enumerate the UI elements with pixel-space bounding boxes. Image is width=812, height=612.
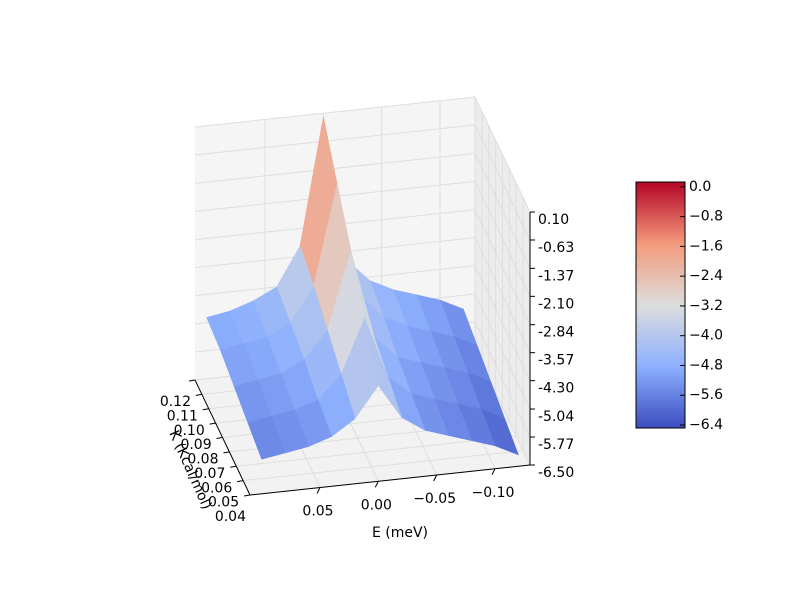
grid-line: [236, 435, 517, 467]
grid-line: [474, 181, 531, 297]
y-tick: [230, 465, 237, 468]
grid-line: [474, 153, 531, 269]
colorbar-tick-label: −6.4: [689, 417, 723, 433]
grid-line: [474, 321, 531, 438]
y-tick: [188, 379, 196, 382]
grid-line: [194, 124, 476, 156]
x-axis-label: E (meV): [372, 525, 428, 541]
colorbar-tick-label: −3.2: [689, 298, 723, 314]
y-tick-label: 0.04: [215, 509, 246, 525]
x-tick: [374, 481, 379, 488]
grid-line: [474, 293, 531, 410]
y-tick-label: 0.10: [174, 423, 205, 439]
y-tick: [216, 437, 223, 439]
y-tick-label: 0.05: [208, 495, 239, 511]
z-tick-label: -5.77: [538, 437, 574, 453]
y-tick: [223, 451, 230, 454]
grid-line: [243, 450, 524, 482]
colorbar-tick-label: −0.8: [689, 209, 723, 225]
colorbar-tick-label: −4.0: [689, 328, 723, 344]
colorbar-tick-label: −2.4: [689, 268, 723, 284]
x-tick: [491, 468, 496, 475]
surface-patch: [247, 416, 286, 460]
colorbar-tick-label: 0.0: [689, 179, 711, 195]
grid-line: [474, 96, 531, 213]
colorbar-tick-label: −4.8: [689, 357, 723, 373]
y-tick: [243, 494, 251, 497]
grid-line: [474, 265, 531, 381]
axis-line: [249, 464, 531, 496]
z-tick-label: -3.57: [538, 353, 574, 369]
x-tick: [433, 474, 438, 482]
grid-line: [474, 209, 531, 325]
y-tick: [237, 480, 244, 483]
grid-line: [194, 96, 476, 128]
x-tick-label: −0.05: [413, 491, 456, 507]
y-tick: [202, 408, 209, 411]
x-tick-label: 0.05: [302, 504, 333, 520]
z-tick-label: -2.10: [538, 296, 574, 312]
y-tick-label: 0.06: [201, 480, 232, 496]
x-tick-label: 0.00: [361, 497, 392, 513]
z-tick-label: -4.30: [538, 381, 574, 397]
y-tick-label: 0.11: [167, 408, 198, 424]
grid-line: [474, 237, 531, 353]
z-tick-label: -5.04: [538, 409, 574, 425]
colorbar-tick-label: −1.6: [689, 238, 723, 254]
grid-line: [194, 152, 476, 184]
y-tick-label: 0.12: [160, 394, 191, 410]
colorbar-tick-label: −5.6: [689, 387, 723, 403]
colorbar: [635, 181, 686, 429]
grid-line: [474, 124, 531, 241]
z-tick-label: -1.37: [538, 268, 574, 284]
y-tick-label: 0.08: [187, 452, 218, 468]
z-tick-label: -6.50: [538, 465, 574, 481]
y-tick-label: 0.09: [180, 437, 211, 453]
z-tick-label: -0.63: [538, 240, 574, 256]
x-tick-label: −0.10: [472, 485, 515, 501]
y-tick: [209, 422, 216, 425]
y-tick: [195, 393, 202, 396]
x-tick: [316, 487, 321, 494]
z-tick-label: 0.10: [538, 212, 569, 228]
y-tick-label: 0.07: [194, 466, 225, 482]
z-tick-label: -2.84: [538, 325, 574, 341]
